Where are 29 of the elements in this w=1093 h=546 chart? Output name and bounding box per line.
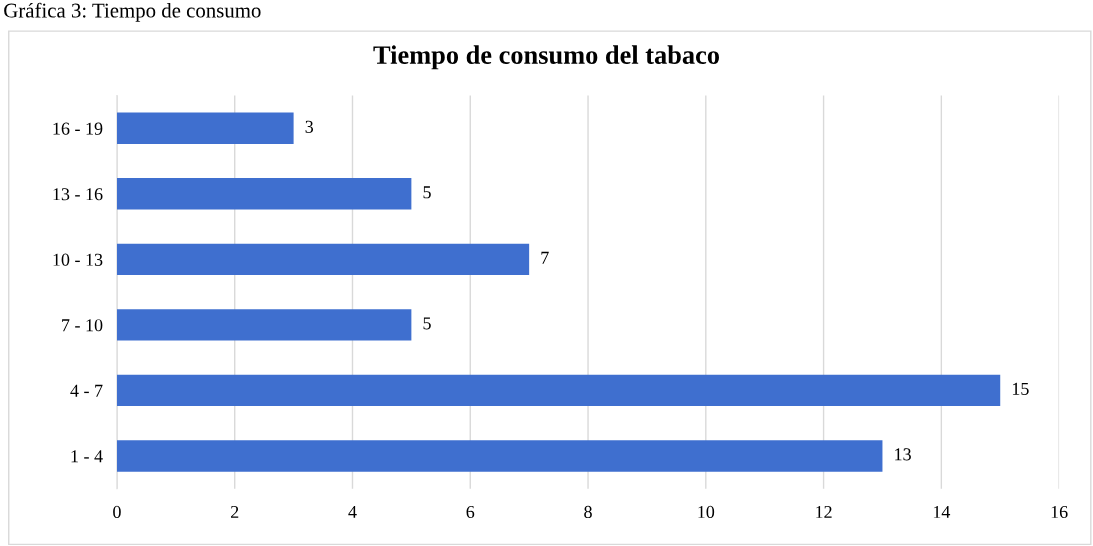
data-label: 7 xyxy=(541,251,549,264)
bar xyxy=(116,112,294,145)
x-tick-label: 14 xyxy=(933,505,951,518)
bar xyxy=(116,178,412,210)
data-label: 13 xyxy=(895,448,911,461)
x-tick-label: 16 xyxy=(1051,505,1068,519)
y-tick-label: 4 - 7 xyxy=(70,384,103,397)
data-label: 15 xyxy=(1012,382,1029,395)
y-tick-label: 13 - 16 xyxy=(53,188,103,201)
bar xyxy=(116,243,530,276)
chart-title: Tiempo de consumo del tabaco xyxy=(373,45,719,70)
data-label: 5 xyxy=(423,317,431,330)
bar xyxy=(116,440,883,472)
y-tick-label: 16 - 19 xyxy=(53,122,103,135)
x-tick-label: 2 xyxy=(231,505,239,518)
y-tick-label: 10 - 13 xyxy=(53,253,103,266)
x-tick-label: 10 xyxy=(698,505,715,519)
bar xyxy=(116,374,1001,407)
x-tick-label: 4 xyxy=(348,505,357,518)
x-tick-label: 6 xyxy=(466,505,475,519)
x-tick-label: 0 xyxy=(113,505,121,519)
text: Gráfica 3: Tiempo de consumo xyxy=(4,2,261,22)
data-label: 5 xyxy=(423,186,431,199)
y-tick-label: 1 - 4 xyxy=(71,450,103,463)
bar xyxy=(116,309,412,341)
data-label: 3 xyxy=(305,120,314,133)
y-tick-label: 7 - 10 xyxy=(62,319,103,332)
x-tick-label: 12 xyxy=(816,505,832,518)
x-tick-label: 8 xyxy=(584,505,592,519)
